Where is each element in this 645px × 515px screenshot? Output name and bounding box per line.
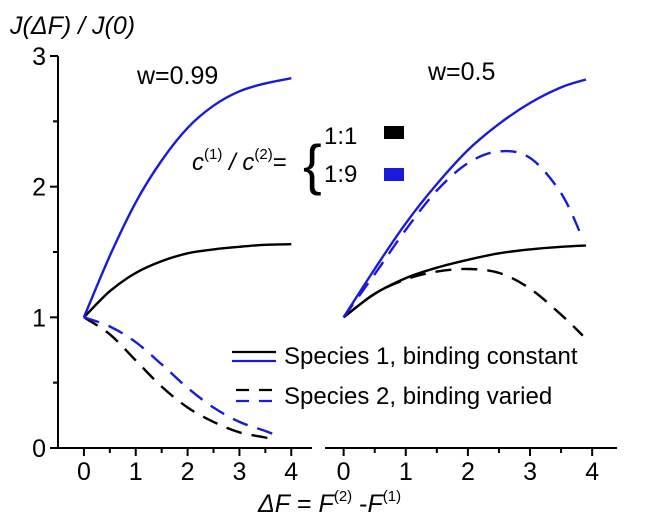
x-tick-label: 4 [585,458,599,486]
series-line-left-species2-1to9 [83,316,277,437]
ratio-legend-brace: { [303,133,322,196]
series-line-left-species1-1to9 [82,77,292,318]
ratio-legend: c(1) / c(2)= { 1:1 1:9 [192,123,404,196]
left-panel-title: w=0.99 [136,62,218,90]
x-tick-label: 0 [337,458,351,486]
x-tick-label: 3 [523,458,537,486]
series-line-left-species2-1to1 [83,316,277,442]
x-tick-label: 2 [461,458,475,486]
ratio-item-2-label: 1:9 [324,161,357,188]
series-line-right-species1-1to1 [342,244,586,319]
x-tick-label: 2 [181,458,195,486]
series-group [82,77,587,442]
x-tick-label: 4 [284,458,298,486]
x-tick-label: 0 [77,458,91,486]
series-line-left-species1-1to1 [83,243,292,319]
x-tick-label: 3 [232,458,246,486]
series-line-right-species2-1to1 [342,267,584,337]
y-tick-label: 0 [32,435,46,463]
y-tick-label: 1 [32,304,46,332]
y-tick-label: 3 [32,43,46,71]
right-panel-title: w=0.5 [427,58,495,86]
legend-species-1-label: Species 1, binding constant [284,343,578,370]
ratio-legend-label: c(1) / c(2)= [192,146,287,176]
ratio-item-2-swatch [384,168,404,181]
series-line-right-species2-1to9 [342,149,584,319]
y-tick-label: 2 [32,174,46,202]
tick-group: 0 1 2 3 4 0 1 2 3 0 1 2 3 4 [32,43,599,486]
ratio-item-1-label: 1:1 [324,123,357,150]
x-axis-label: ΔF = F(2) -F(1) [257,488,401,515]
x-tick-label: 1 [399,458,413,486]
line-style-legend: Species 1, binding constant Species 2, b… [232,343,578,410]
x-tick-label: 1 [129,458,143,486]
x-axis-label-text: ΔF [257,490,292,515]
series-line-right-species1-1to9 [342,78,587,318]
legend-species-2-label: Species 2, binding varied [284,383,552,410]
y-axis-label: J(ΔF) / J(0) [9,12,135,40]
ratio-item-1-swatch [384,126,404,139]
